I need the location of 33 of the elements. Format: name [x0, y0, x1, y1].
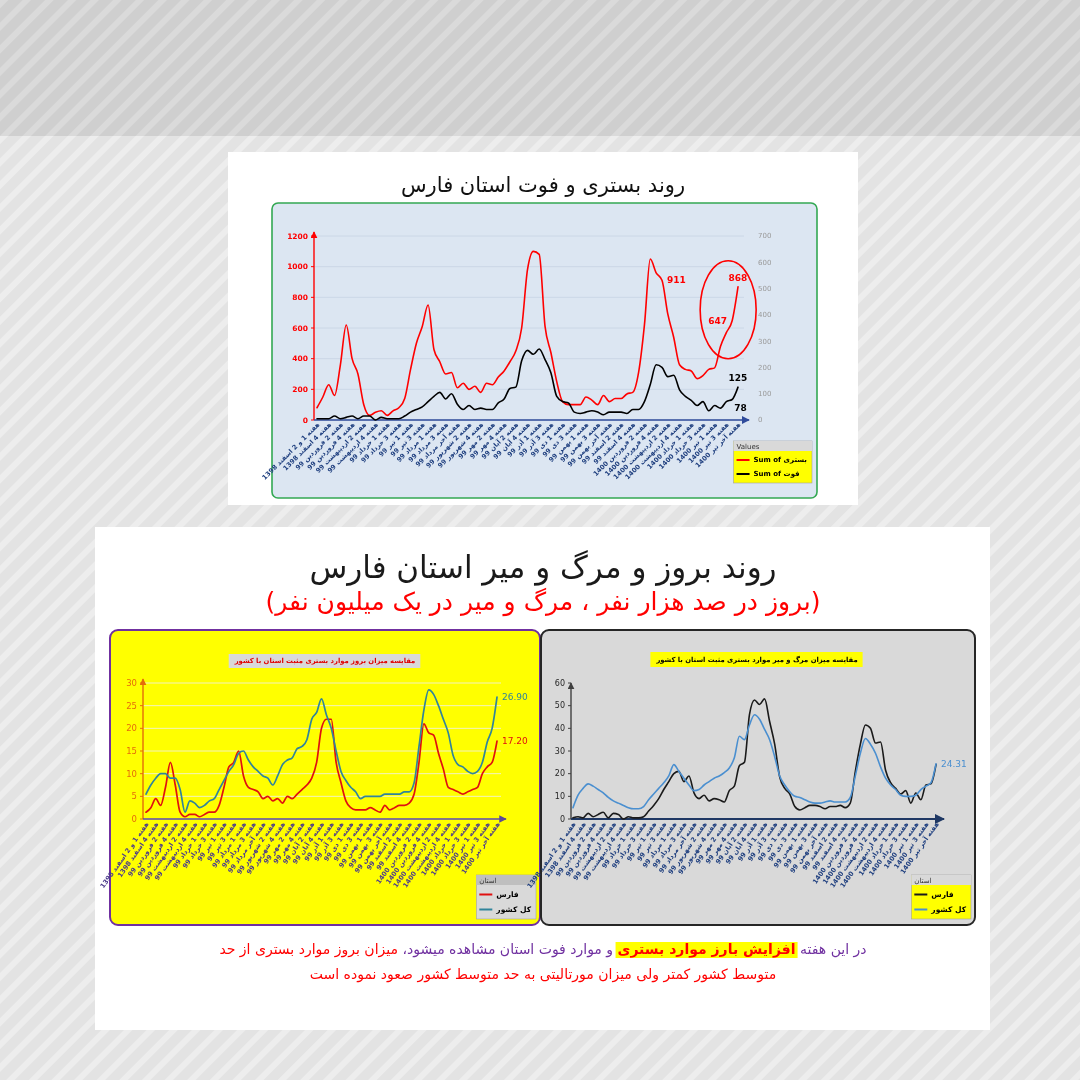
data-label: 125 — [728, 373, 748, 384]
text: روند بروز و مرگ و میر استان فارس — [309, 549, 777, 586]
y-tick-label: 10 — [126, 768, 137, 779]
y-tick-label: 30 — [126, 677, 137, 688]
data-label: 17.20 — [502, 736, 529, 747]
data-label: 78 — [734, 403, 747, 414]
y-tick-label: 50 — [554, 701, 565, 711]
y-tick-label: 20 — [126, 723, 137, 734]
data-label: 911 — [666, 275, 686, 286]
y-tick-label: 60 — [554, 678, 565, 688]
y-tick-label: 40 — [554, 724, 565, 734]
data-label: 647 — [708, 315, 728, 326]
y-tick-label: 15 — [126, 745, 137, 756]
text: میزان بروز موارد بستری از حد — [219, 941, 398, 958]
data-label: 24.31 — [941, 758, 967, 769]
text: در این هفته — [800, 941, 867, 958]
line-series — [145, 718, 498, 818]
line-series — [572, 713, 937, 810]
y-tick-label: 5 — [131, 791, 137, 802]
text: متوسط کشور کمتر ولی میزان مورتالیتی به حد متوسط کشور صعود نموده است — [309, 966, 777, 983]
data-label: 868 — [728, 272, 748, 283]
data-label: 26.90 — [502, 692, 529, 703]
chart-title: روند بستری و فوت استان فارس — [400, 173, 686, 197]
y-tick-label: 25 — [126, 700, 137, 711]
y-tick-label: 30 — [554, 746, 565, 756]
text: و موارد فوت استان مشاهده میشود، — [402, 941, 614, 958]
y-tick-label: 10 — [554, 792, 565, 802]
text: (بروز در صد هزار نفر ، مرگ و میر در یک میلیون نفر) — [265, 587, 821, 617]
y-tick-label: 0 — [131, 813, 137, 824]
line-series — [572, 698, 937, 820]
y-tick-label: 0 — [559, 814, 565, 824]
line-series — [145, 688, 498, 814]
y-tick-label: 20 — [554, 769, 565, 779]
